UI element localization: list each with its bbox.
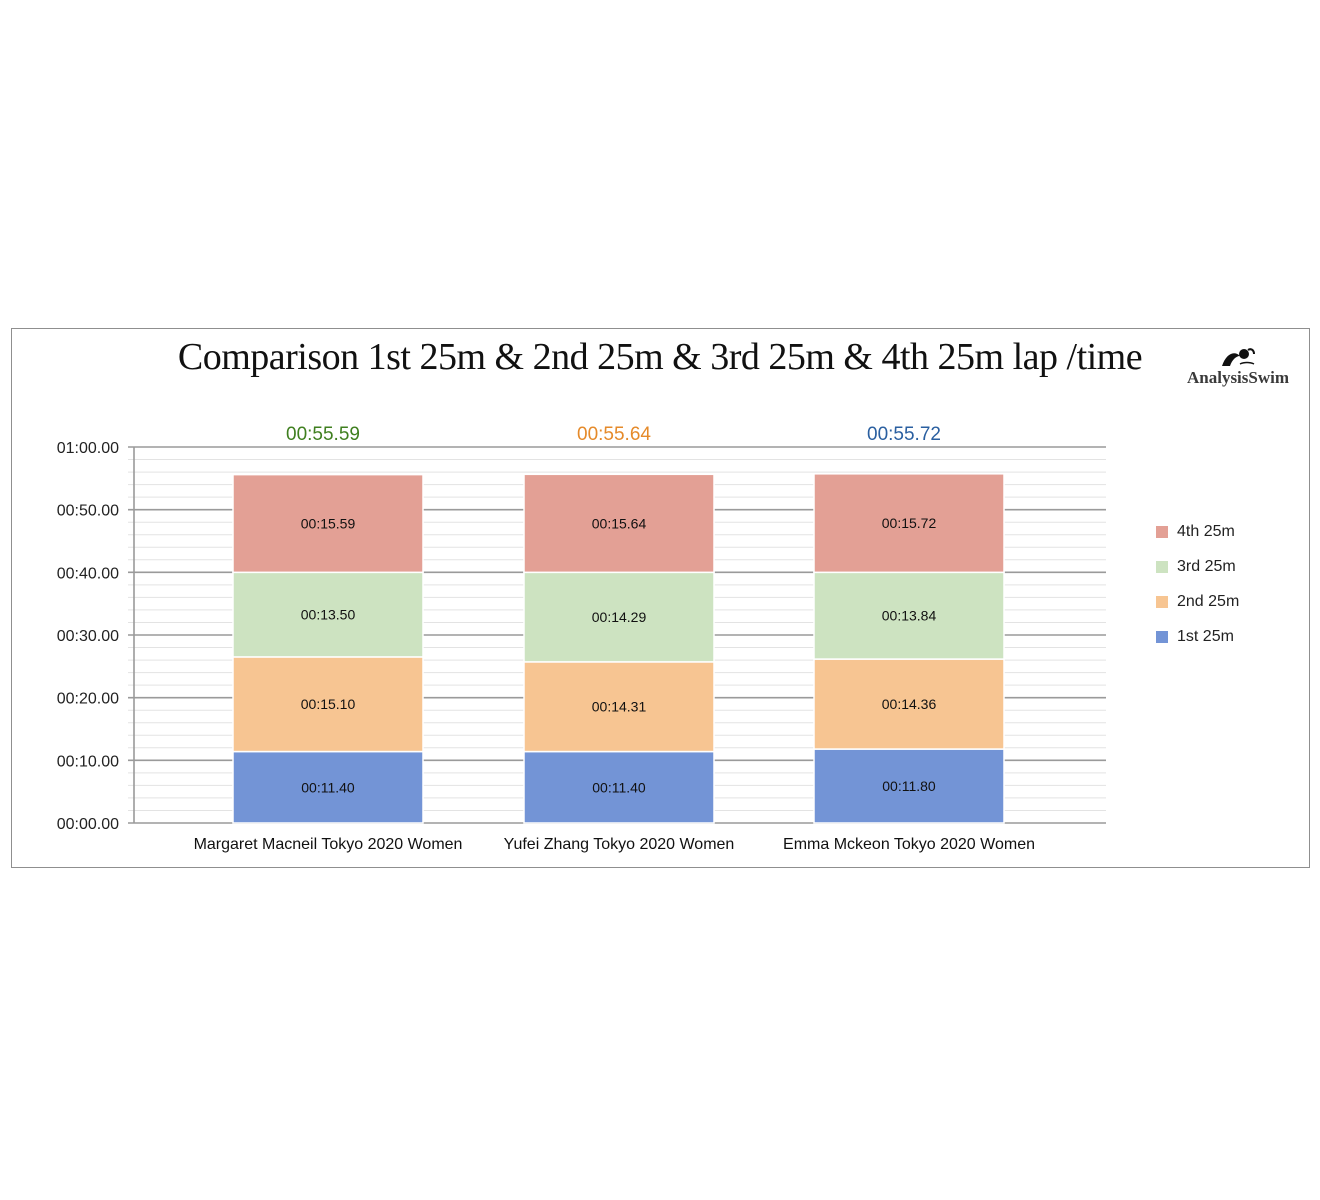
legend-label: 2nd 25m — [1177, 592, 1240, 610]
legend-item: 4th 25m — [1156, 514, 1239, 549]
segment-value-label: 00:15.10 — [301, 696, 356, 712]
legend-label: 3rd 25m — [1177, 557, 1236, 575]
bar-total-label: 00:55.72 — [867, 424, 941, 445]
x-category-label: Emma Mckeon Tokyo 2020 Women — [783, 836, 1035, 853]
chart-legend: 4th 25m 3rd 25m 2nd 25m 1st 25m — [1156, 514, 1239, 654]
segment-value-label: 00:11.80 — [882, 778, 936, 794]
bar-segment — [813, 473, 1005, 574]
legend-swatch — [1156, 525, 1168, 538]
segment-value-label: 00:14.31 — [592, 699, 647, 715]
bar-segment — [232, 750, 424, 824]
logo-text: AnalysisSwim — [1186, 368, 1290, 387]
y-tick-label: 00:30.00 — [57, 628, 119, 645]
legend-item: 3rd 25m — [1156, 549, 1239, 584]
legend-item: 1st 25m — [1156, 619, 1239, 654]
segment-value-label: 00:11.40 — [592, 779, 646, 795]
y-tick-label: 01:00.00 — [57, 440, 119, 457]
legend-item: 2nd 25m — [1156, 584, 1239, 619]
segment-value-label: 00:11.40 — [301, 779, 355, 795]
y-tick-label: 00:50.00 — [57, 503, 119, 520]
swimmer-icon — [1222, 348, 1255, 366]
legend-swatch — [1156, 595, 1168, 608]
legend-swatch — [1156, 630, 1168, 643]
segment-value-label: 00:14.36 — [882, 696, 937, 712]
segment-value-label: 00:13.50 — [301, 607, 356, 623]
segment-value-label: 00:15.59 — [301, 515, 356, 531]
legend-label: 4th 25m — [1177, 522, 1235, 540]
chart-title: Comparison 1st 25m & 2nd 25m & 3rd 25m &… — [177, 336, 1143, 378]
y-tick-label: 00:20.00 — [57, 691, 119, 708]
bar-segment — [523, 750, 715, 824]
segment-value-label: 00:14.29 — [592, 609, 647, 625]
y-tick-label: 00:40.00 — [57, 565, 119, 582]
x-category-label: Yufei Zhang Tokyo 2020 Women — [504, 836, 735, 853]
legend-swatch — [1156, 560, 1168, 573]
y-tick-label: 00:10.00 — [57, 753, 119, 770]
y-tick-label: 00:00.00 — [57, 816, 119, 833]
bar-segment — [232, 656, 424, 753]
bar-segment — [523, 473, 715, 574]
bar-segment — [813, 571, 1005, 660]
bar-segment — [813, 658, 1005, 750]
bar-total-label: 00:55.59 — [286, 424, 360, 445]
legend-label: 1st 25m — [1177, 627, 1234, 645]
bar-total-label: 00:55.64 — [577, 424, 651, 445]
segment-value-label: 00:15.72 — [882, 515, 937, 531]
segment-value-label: 00:13.84 — [882, 608, 937, 624]
bar-segment — [232, 473, 424, 574]
bar-segment — [232, 571, 424, 658]
x-category-label: Margaret Macneil Tokyo 2020 Women — [194, 836, 463, 853]
analysisswim-logo: AnalysisSwim — [1182, 346, 1294, 392]
segment-value-label: 00:15.64 — [592, 515, 647, 531]
bar-segment — [523, 571, 715, 663]
